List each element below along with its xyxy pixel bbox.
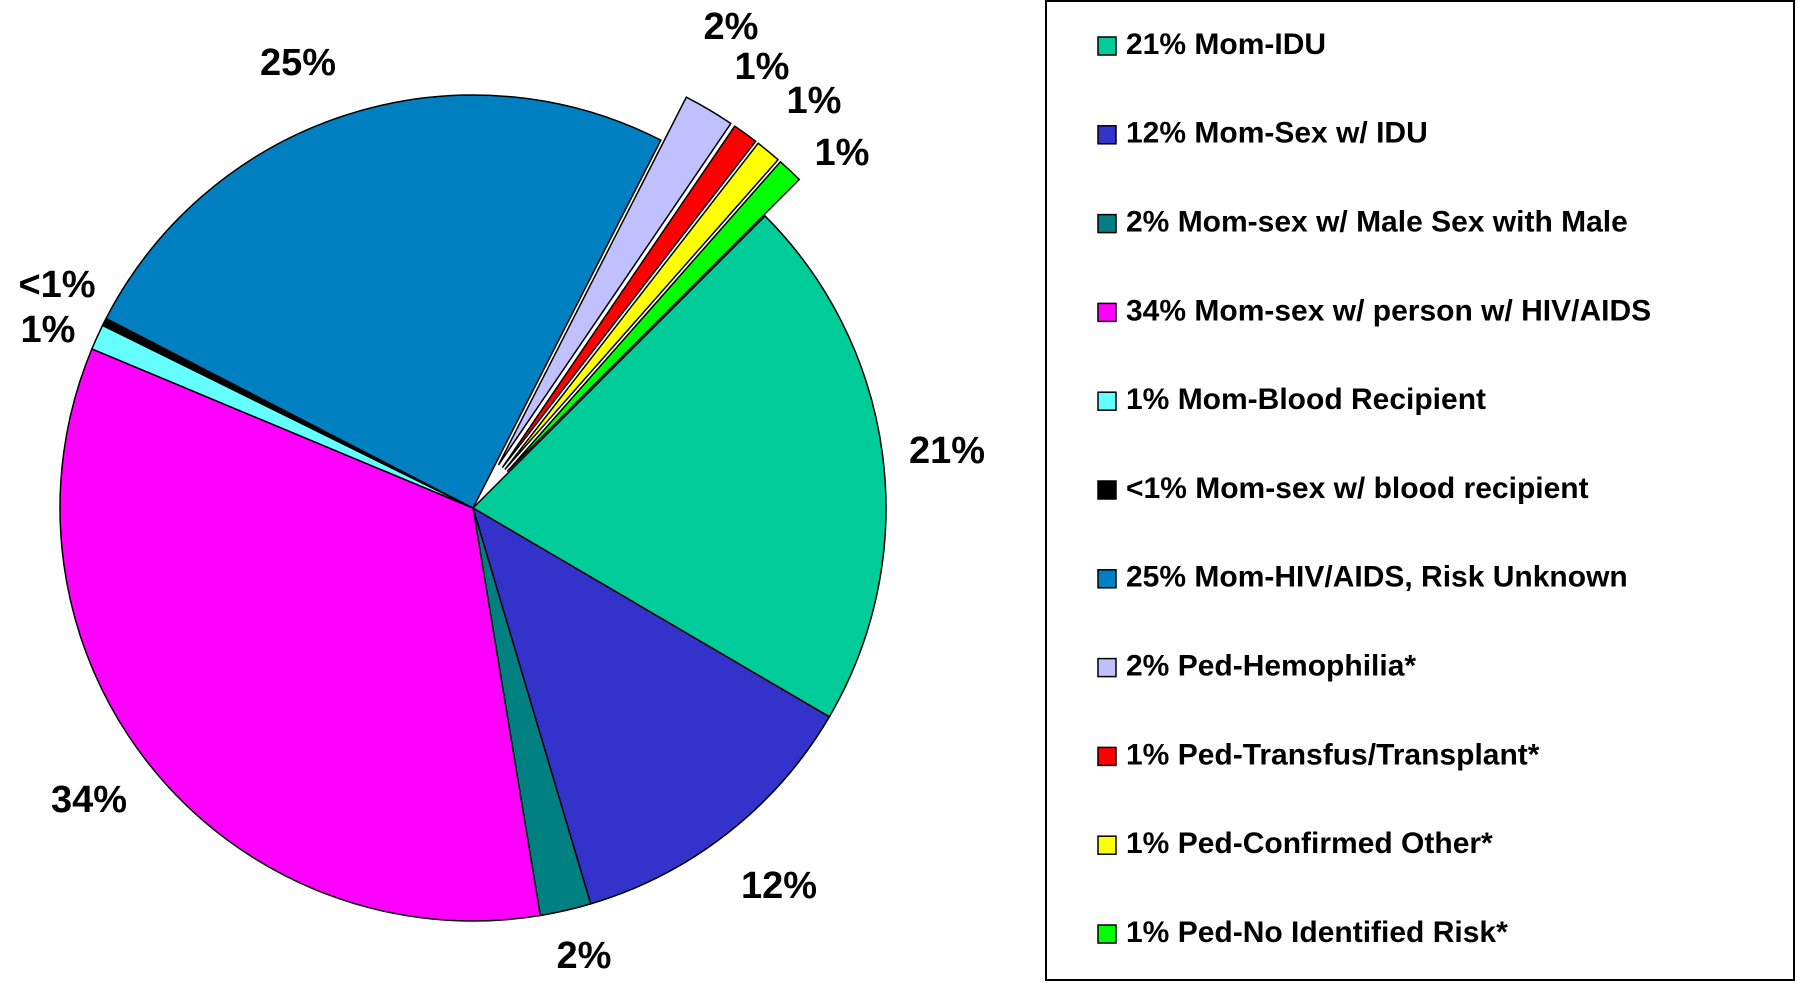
- data-label: 25%: [260, 42, 336, 84]
- legend-label: 1% Mom-Blood Recipient: [1126, 383, 1486, 416]
- pie-slice: [506, 160, 801, 473]
- legend-label: 34% Mom-sex w/ person w/ HIV/AIDS: [1126, 294, 1651, 327]
- data-label: 1%: [735, 46, 790, 88]
- legend-swatch: [1097, 302, 1117, 323]
- legend-label: <1% Mom-sex w/ blood recipient: [1126, 472, 1589, 505]
- data-label: 12%: [741, 865, 817, 907]
- pie-slice: [105, 94, 662, 510]
- pie-slice: [504, 142, 780, 470]
- legend-swatch: [1097, 480, 1117, 500]
- pie-slice: [471, 214, 887, 718]
- data-label: 34%: [51, 779, 127, 821]
- legend-label: 21% Mom-IDU: [1126, 28, 1326, 61]
- legend-swatch: [1097, 746, 1117, 767]
- data-label: 2%: [704, 6, 759, 48]
- pie-slice: [497, 96, 732, 466]
- legend-swatch: [1097, 657, 1117, 678]
- pie-slice: [59, 347, 542, 922]
- legend-label: 12% Mom-Sex w/ IDU: [1126, 117, 1428, 150]
- data-label: 1%: [21, 309, 76, 351]
- legend-swatch: [1097, 835, 1117, 855]
- legend-swatch: [1097, 125, 1117, 145]
- legend-swatch: [1097, 391, 1117, 411]
- legend-label: 1% Ped-Confirmed Other*: [1126, 827, 1493, 860]
- legend-label: 2% Ped-Hemophilia*: [1126, 650, 1416, 683]
- legend-swatch: [1097, 213, 1117, 234]
- legend-box: [1045, 0, 1795, 981]
- data-label: 2%: [557, 935, 612, 977]
- pie-slice: [471, 506, 831, 905]
- data-label: 21%: [909, 430, 985, 472]
- legend-swatch: [1097, 36, 1117, 56]
- data-label: <1%: [18, 264, 95, 306]
- legend-label: 25% Mom-HIV/AIDS, Risk Unknown: [1126, 561, 1628, 594]
- legend-swatch: [1097, 569, 1117, 589]
- data-label: 1%: [815, 132, 870, 174]
- legend-label: 2% Mom-sex w/ Male Sex with Male: [1126, 206, 1628, 239]
- legend-swatch: [1097, 924, 1117, 944]
- legend-label: 1% Ped-No Identified Risk*: [1126, 916, 1508, 949]
- legend-label: 1% Ped-Transfus/Transplant*: [1126, 738, 1540, 771]
- data-label: 1%: [787, 80, 842, 122]
- pie-slice: [501, 125, 757, 469]
